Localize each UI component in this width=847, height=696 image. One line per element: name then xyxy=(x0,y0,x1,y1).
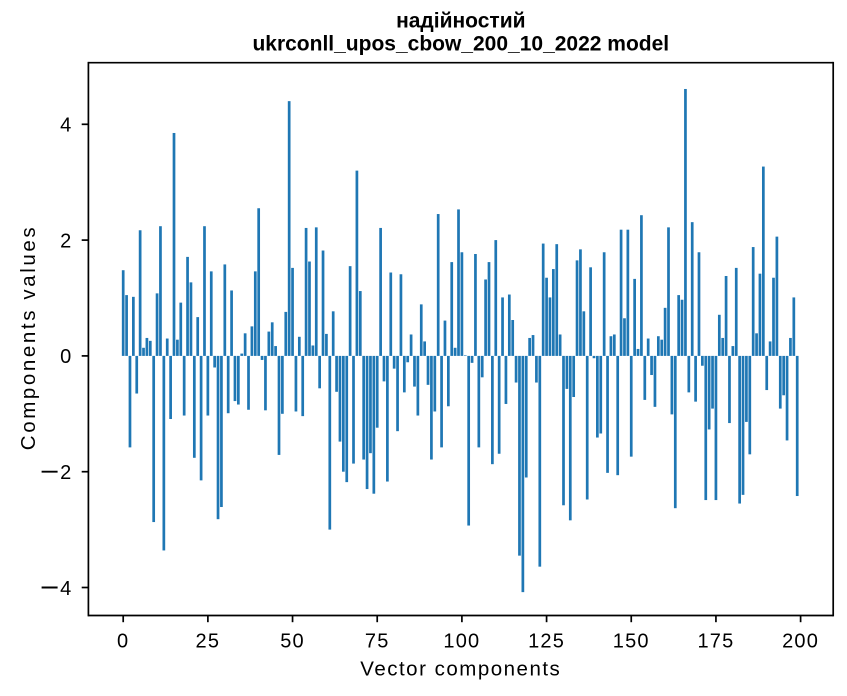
svg-text:75: 75 xyxy=(365,631,390,653)
svg-text:50: 50 xyxy=(280,631,305,653)
svg-text:Vector components: Vector components xyxy=(360,658,561,681)
svg-text:надійностий: надійностий xyxy=(396,10,525,33)
svg-text:25: 25 xyxy=(196,631,221,653)
svg-text:2: 2 xyxy=(60,230,72,252)
svg-text:0: 0 xyxy=(117,631,129,653)
svg-text:0: 0 xyxy=(60,346,72,368)
svg-text:2: 2 xyxy=(60,462,72,484)
svg-text:200: 200 xyxy=(782,631,819,653)
svg-text:ukrconll_upos_cbow_200_10_2022: ukrconll_upos_cbow_200_10_2022 model xyxy=(252,33,669,56)
svg-text:175: 175 xyxy=(697,631,734,653)
svg-text:150: 150 xyxy=(613,631,650,653)
svg-text:125: 125 xyxy=(528,631,565,653)
svg-text:4: 4 xyxy=(60,578,72,600)
svg-text:4: 4 xyxy=(60,115,72,137)
svg-text:100: 100 xyxy=(443,631,480,653)
svg-text:Components values: Components values xyxy=(17,225,40,450)
